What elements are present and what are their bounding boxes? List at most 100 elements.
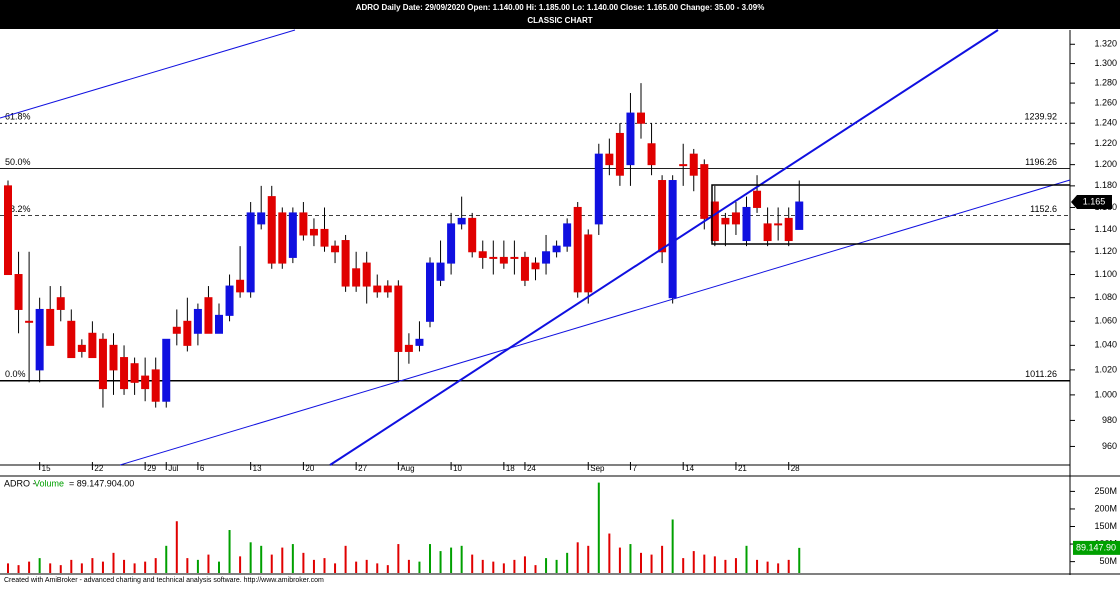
candle-body <box>563 223 572 247</box>
candle-body <box>679 164 688 167</box>
candle-body <box>362 262 371 287</box>
candle-body <box>731 212 740 225</box>
volume-bar <box>692 551 695 573</box>
volume-bar <box>566 552 569 573</box>
volume-bar <box>28 561 31 573</box>
volume-bar <box>154 558 157 573</box>
volume-bar <box>196 559 199 573</box>
fib-level-value: 1196.26 <box>1025 157 1057 167</box>
candle-body <box>436 262 445 281</box>
trend-line <box>0 29 296 119</box>
candle-body <box>700 164 709 219</box>
volume-ticker: ADRO - <box>4 478 36 488</box>
volume-bar <box>523 556 526 573</box>
candle-body <box>594 153 603 225</box>
y-tick-label: 1.280 <box>1094 78 1117 88</box>
y-tick-label: 1.100 <box>1094 269 1117 279</box>
volume-bar <box>397 544 400 573</box>
candle-body <box>98 338 107 390</box>
candle-body <box>531 262 540 270</box>
volume-bar <box>798 547 801 573</box>
volume-bar <box>101 561 104 573</box>
candle-body <box>4 185 12 276</box>
candle-body <box>373 285 382 293</box>
volume-bar <box>249 542 252 573</box>
candle-body <box>584 234 593 293</box>
volume-bar <box>165 545 168 573</box>
x-tick-label: 28 <box>791 464 800 473</box>
candle-body <box>352 268 361 287</box>
volume-bar <box>407 559 410 573</box>
candle-body <box>56 297 65 310</box>
candle-body <box>626 112 635 166</box>
volume-bar <box>312 559 315 573</box>
header-bar <box>0 0 1120 29</box>
price-tag-label: 1.165 <box>1083 196 1106 206</box>
volume-bar <box>640 552 642 573</box>
volume-bar <box>629 544 632 573</box>
volume-bar <box>17 565 20 573</box>
volume-bar <box>175 521 178 573</box>
x-tick-label: Jul <box>168 464 178 473</box>
candle-body <box>162 338 171 402</box>
volume-bar <box>429 544 431 573</box>
volume-bar <box>302 552 305 573</box>
candle-body <box>172 326 181 334</box>
volume-bar <box>144 561 147 573</box>
price-tag <box>1071 195 1112 210</box>
marks: 1.320 1.300 1.280 1.260 1.240 1.220 1.200 1.180… <box>0 39 1120 573</box>
candle-body <box>141 375 150 390</box>
x-tick-label: Aug <box>400 464 414 473</box>
candle-body <box>130 363 139 383</box>
candle-body <box>510 256 519 259</box>
volume-bar <box>661 545 664 573</box>
y-tick-label: 200M <box>1094 503 1117 513</box>
candle-body <box>383 285 392 293</box>
candle-body <box>542 251 551 264</box>
volume-bar <box>471 554 474 573</box>
volume-bar <box>344 545 347 573</box>
y-tick-label: 1.200 <box>1094 159 1117 169</box>
fib-level-name: 0.0% <box>5 369 26 379</box>
volume-name: Volume <box>34 478 64 488</box>
candle-body <box>120 357 129 390</box>
volume-bar <box>239 556 242 573</box>
candle-body <box>795 201 804 230</box>
volume-bar <box>376 563 379 573</box>
volume-bar <box>334 563 337 573</box>
volume-bar <box>386 565 389 573</box>
volume-bar <box>460 545 463 573</box>
volume-bar <box>492 561 495 573</box>
candle-body <box>320 228 329 247</box>
x-tick-label: Sep <box>590 464 605 473</box>
volume-bar <box>745 545 748 573</box>
fib-level-name: 38.2% <box>5 204 31 214</box>
y-tick-label: 250M <box>1094 486 1117 496</box>
volume-bar <box>218 561 220 573</box>
volume-bar <box>49 563 52 573</box>
x-tick-label: 13 <box>253 464 262 473</box>
y-tick-label: 1.000 <box>1094 389 1117 399</box>
volume-bar <box>38 558 41 573</box>
volume-bar <box>450 547 453 573</box>
volume-bar <box>123 559 126 573</box>
volume-bar <box>576 542 579 573</box>
candle-body <box>478 251 487 258</box>
candle-body <box>394 285 403 352</box>
volume-bar <box>766 561 769 573</box>
y-tick-label: 1.240 <box>1094 118 1117 128</box>
volume-bar <box>671 519 674 573</box>
candle-body <box>183 320 192 346</box>
volume-bar <box>186 558 189 573</box>
candle-body <box>753 190 762 208</box>
candle-body <box>46 308 55 346</box>
volume-bar <box>650 554 653 573</box>
volume-bar <box>228 530 231 573</box>
volume-bar <box>365 559 368 573</box>
volume-bar <box>787 559 790 573</box>
fib-level-value: 1011.26 <box>1025 369 1057 379</box>
candle-body <box>215 314 223 334</box>
y-tick-label: 1.300 <box>1094 58 1117 68</box>
candle-body <box>447 223 456 264</box>
candle-body <box>341 240 350 287</box>
